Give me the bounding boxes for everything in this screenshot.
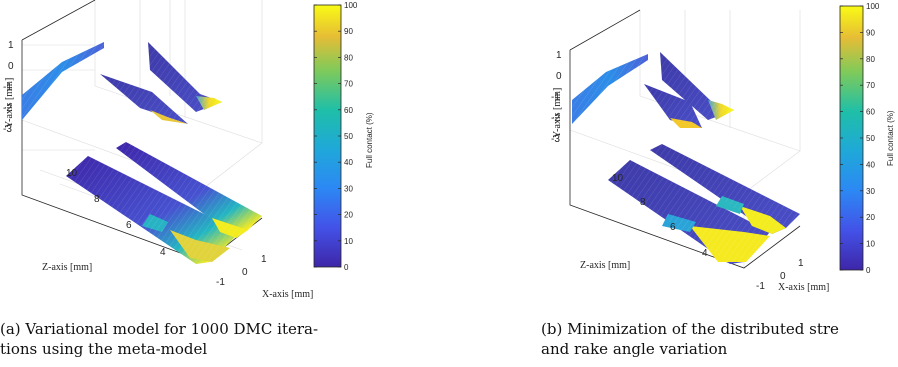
x-tick: -1	[756, 281, 765, 292]
caption-b-line1: (b) Minimization of the distributed stre	[541, 320, 839, 338]
z-tick: 6	[126, 220, 132, 231]
x-axis-label: X-axis [mm]	[262, 289, 313, 300]
colorbar-tick-label: 40	[866, 160, 875, 169]
colorbar-tick-label: 60	[866, 108, 875, 117]
colorbar-ticks: 0 10 20 30 40 50 60 70 80 90 100	[840, 2, 880, 275]
x-axis-label: X-axis [mm]	[778, 282, 829, 293]
panel-b-colorbar: 0 10 20 30 40 50 60 70 80 90 100 Full contact (%)	[839, 2, 895, 275]
panel-b-z-ticks: 10 8 6 4	[612, 173, 708, 259]
colorbar-label: Full contact (%)	[886, 110, 895, 166]
y-tick: -1	[3, 82, 12, 93]
panel-a-surface-right	[148, 42, 222, 112]
colorbar-tick-label: 80	[344, 53, 353, 62]
panel-a-z-ticks: 10 8 6 4	[66, 168, 166, 258]
y-tick: -3	[3, 124, 12, 135]
colorbar-tick-label: 0	[344, 263, 349, 272]
z-axis-label: Z-axis [mm]	[42, 262, 92, 273]
colorbar-tick-label: 30	[344, 184, 353, 193]
panel-b-y-ticks: 1 0 -1 -2 -3	[551, 50, 562, 145]
x-tick: 0	[780, 271, 786, 282]
z-tick: 6	[670, 222, 676, 233]
z-tick: 8	[640, 197, 646, 208]
colorbar-tick-label: 100	[866, 2, 880, 11]
panel-b-surface-left	[572, 54, 702, 128]
colorbar-tick-label: 10	[866, 240, 875, 249]
x-tick: 0	[242, 267, 248, 278]
x-tick: 1	[798, 258, 804, 269]
colorbar-tick-label: 100	[344, 1, 358, 10]
colorbar-tick-label: 0	[866, 266, 871, 275]
x-tick: -1	[216, 277, 225, 288]
panel-b-x-ticks: 1 0 -1	[756, 258, 804, 292]
panel-a-x-ticks: 1 0 -1	[216, 254, 267, 288]
colorbar-ticks: 0 10 20 30 40 50 60 70 80 90 100	[314, 1, 358, 272]
panel-b-surface-bottom-left	[608, 160, 770, 264]
colorbar-tick-label: 60	[344, 106, 353, 115]
z-tick: 8	[94, 194, 100, 205]
x-tick: 1	[261, 254, 267, 265]
colorbar-tick-label: 70	[344, 80, 353, 89]
panel-a-surface-bottom-right	[116, 142, 262, 238]
y-tick: 0	[556, 71, 562, 82]
caption-b-line2: and rake angle variation	[541, 340, 728, 358]
caption-a-line2: tions using the meta-model	[0, 340, 207, 358]
colorbar-tick-label: 40	[344, 158, 353, 167]
panel-a: 1 0 -1 -2 -3 Y-axis [mm] 10 8 6 4 Z-axis…	[0, 0, 374, 358]
z-axis-label: Z-axis [mm]	[580, 260, 630, 271]
z-tick: 4	[160, 247, 166, 258]
z-tick: 10	[612, 173, 624, 184]
colorbar-gradient	[839, 5, 864, 271]
panel-a-colorbar: 0 10 20 30 40 50 60 70 80 90 100 Full contact (%)	[313, 1, 374, 272]
colorbar-gradient	[313, 4, 342, 268]
y-tick: -2	[3, 103, 12, 114]
colorbar-tick-label: 50	[866, 134, 875, 143]
colorbar-label: Full contact (%)	[365, 112, 374, 168]
y-axis-label: Y-axis [mm]	[4, 78, 15, 128]
colorbar-tick-label: 50	[344, 132, 353, 141]
colorbar-tick-label: 90	[344, 27, 353, 36]
colorbar-tick-label: 30	[866, 187, 875, 196]
panel-a-surface-bottom-left	[66, 156, 240, 264]
y-tick: 1	[8, 40, 14, 51]
y-tick: -3	[551, 134, 560, 145]
y-tick: 1	[556, 50, 562, 61]
panel-b-axes	[569, 9, 801, 269]
panel-b: 1 0 -1 -2 -3 Y-axis [mm] 10 8 6 4 Z-axis…	[541, 2, 895, 358]
colorbar-tick-label: 20	[866, 213, 875, 222]
z-tick: 4	[702, 248, 708, 259]
panel-b-surface-right	[660, 52, 734, 120]
colorbar-tick-label: 80	[866, 55, 875, 64]
y-tick: 0	[8, 61, 14, 72]
y-tick: -1	[551, 92, 560, 103]
z-tick: 10	[66, 168, 78, 179]
caption-a-line1: (a) Variational model for 1000 DMC itera…	[0, 320, 318, 338]
colorbar-tick-label: 20	[344, 211, 353, 220]
colorbar-tick-label: 90	[866, 28, 875, 37]
colorbar-tick-label: 70	[866, 81, 875, 90]
panel-a-y-ticks: 1 0 -1 -2 -3	[3, 40, 14, 135]
colorbar-tick-label: 10	[344, 237, 353, 246]
y-tick: -2	[551, 113, 560, 124]
panel-a-surface-left	[22, 42, 188, 124]
panel-b-surface-bottom-right	[650, 144, 800, 234]
y-axis-label: Y-axis [mm]	[552, 88, 563, 138]
